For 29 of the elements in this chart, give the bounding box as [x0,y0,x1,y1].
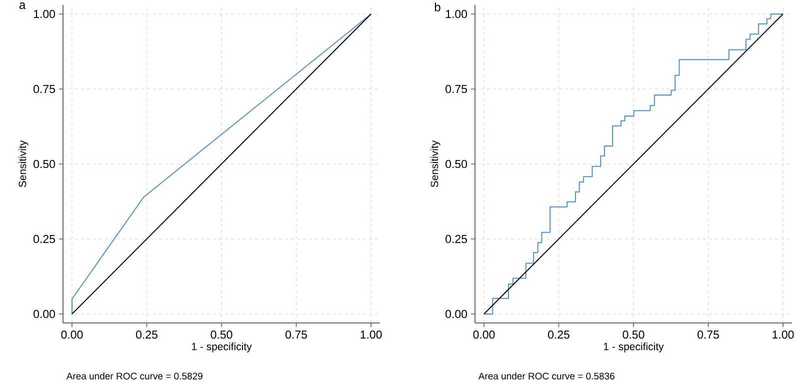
x-tick-label: 0.25 [548,330,570,339]
y-tick-label: 0.75 [34,84,55,94]
y-tick-label: 1.00 [446,10,468,18]
x-tick-label: 1.00 [772,330,794,339]
y-tick-label: 0.75 [446,84,467,94]
y-tick-label: 0.25 [34,234,55,244]
x-tick-label: 0.00 [473,330,495,339]
y-tick-label: 0.00 [34,310,56,318]
chart-title: a [20,2,26,10]
x-tick-label: 0.50 [622,330,644,339]
x-tick-label: 0.00 [61,330,83,339]
x-axis-title: 1 - specificity [604,342,664,352]
y-axis-title: Sensitivity [18,140,28,188]
x-tick-label: 0.75 [698,330,719,339]
y-tick-label: 0.25 [446,234,467,244]
x-tick-label: 1.00 [360,330,382,339]
y-axis-title: Sensitivity [430,140,440,188]
y-tick-label: 1.00 [34,10,56,18]
text: Area under ROC curve = 0.5829 [66,372,202,380]
y-tick-label: 0.50 [446,160,468,168]
text: Area under ROC curve = 0.5836 [478,372,614,380]
line-series [71,13,372,314]
x-tick-label: 0.25 [136,330,158,339]
chart-title: b [434,2,440,12]
y-tick-label: 0.00 [446,310,468,318]
x-axis-title: 1 - specificity [192,342,252,352]
x-tick-label: 0.50 [210,330,232,339]
y-tick-label: 0.50 [34,160,56,168]
x-tick-label: 0.75 [286,330,307,339]
